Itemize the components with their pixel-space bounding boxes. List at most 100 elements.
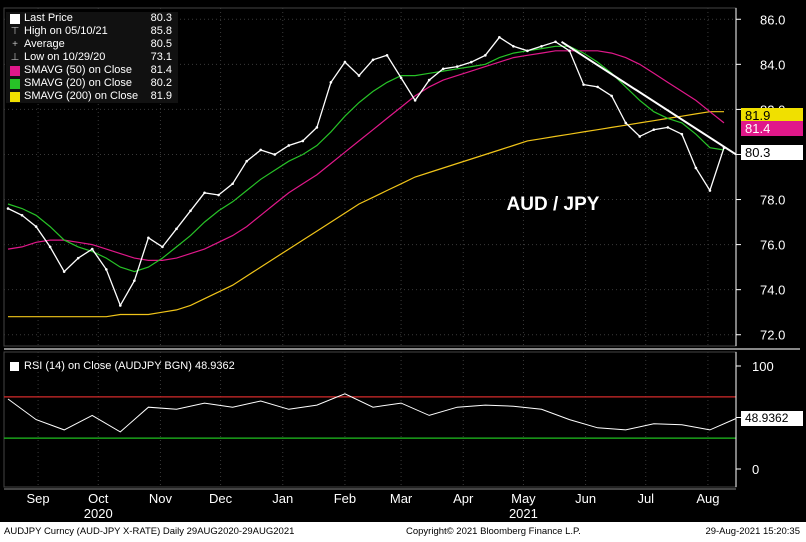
legend-item: SMAVG (50) on Close 81.4 [6,64,178,77]
price-point [343,60,347,64]
footer-ticker: AUDJPY Curncy (AUD-JPY X-RATE) Daily 29A… [4,526,295,537]
x-year-label: 2020 [84,506,113,521]
price-point [329,81,333,84]
price-tick-label: 72.0 [760,328,785,343]
price-point [231,182,234,186]
price-point [385,54,389,57]
legend-item: SMAVG (200) on Close 81.9 [6,90,178,103]
price-tag: 81.9 [741,108,803,123]
price-point [708,189,712,192]
legend-label: High on 05/10/21 [24,25,108,37]
rsi-tick-label: 0 [752,462,759,477]
legend-value: 80.2 [150,77,172,89]
price-point [638,135,642,138]
legend-label: SMAVG (200) on Close [24,90,139,102]
price-tick-label: 86.0 [760,12,785,27]
price-point [441,67,445,71]
legend-value: 85.8 [150,25,172,37]
price-tag: 81.4 [741,121,803,136]
rsi-tick-label: 100 [752,359,774,374]
price-point [217,193,220,197]
price-point [315,126,319,129]
legend-label: SMAVG (50) on Close [24,64,133,76]
price-point [189,209,192,213]
price-point [175,227,178,231]
footer-copyright: Copyright© 2021 Bloomberg Finance L.P. [406,526,581,537]
legend-value: 80.3 [150,12,172,24]
price-tick-label: 76.0 [760,238,785,253]
price-point [469,60,473,64]
rsi-legend: RSI (14) on Close (AUDJPY BGN) 48.9362 [6,360,235,372]
price-point [301,139,305,143]
price-tick-label: 74.0 [760,283,785,298]
price-point [694,166,698,170]
price-point [161,245,164,249]
x-tick-label: Apr [453,491,474,506]
legend-glyph-icon: ⊤ [10,26,20,37]
x-year-label: 2021 [509,506,538,521]
price-point [568,49,571,53]
legend-swatch [10,78,20,89]
legend-swatch [10,91,20,102]
last-price-line [7,36,725,307]
legend-label: Average [24,38,65,50]
smavg-20-on-close-line [7,45,725,273]
legend-swatch [10,13,20,24]
rsi-swatch [10,361,19,371]
price-tick-label: 84.0 [760,57,785,72]
rsi-panel-frame [3,351,737,488]
price-point [610,94,613,98]
price-point [90,247,94,251]
price-point [273,153,277,156]
legend-value: 81.9 [150,90,172,102]
price-point [512,45,515,48]
x-tick-label: Nov [149,491,173,506]
legend-value: 73.1 [150,51,172,63]
price-point [287,144,291,147]
price-point [20,214,24,217]
legend-value: 80.5 [150,38,172,50]
price-point [455,65,459,68]
legend-item: Last Price 80.3 [6,12,178,25]
price-point [498,35,501,39]
legend-item: SMAVG (20) on Close 80.2 [6,77,178,90]
x-tick-label: Sep [27,491,50,506]
legend-label: Last Price [24,12,73,24]
price-tag: 80.3 [741,145,803,160]
legend-glyph-icon: ⊥ [10,52,20,63]
chart-title: AUD / JPY [507,194,600,215]
price-point [147,236,150,240]
price-point [680,132,684,136]
rsi-line [7,393,737,433]
x-tick-label: Oct [88,491,109,506]
legend-value: 81.4 [150,64,172,76]
price-point [34,225,38,228]
legend-label: Low on 10/29/20 [24,51,106,63]
price-point [399,76,403,80]
legend-item: ⊥ Low on 10/29/20 73.1 [6,51,178,64]
x-tick-label: Aug [696,491,719,506]
price-point [48,245,52,249]
x-tick-label: Feb [334,491,356,506]
price-point [554,40,557,44]
rsi-legend-label: RSI (14) on Close (AUDJPY BGN) 48.9362 [24,360,235,372]
price-point [484,54,487,57]
price-point [666,126,670,129]
price-point [6,207,10,210]
price-point [245,159,248,163]
legend-glyph-icon: + [12,39,18,50]
x-tick-label: Jun [575,491,596,506]
legend-swatch [10,65,20,76]
x-tick-label: May [511,491,536,506]
price-point [652,128,656,131]
rsi-tag: 48.9362 [741,410,803,426]
price-point [203,191,206,195]
price-point [371,58,375,62]
x-tick-label: Mar [390,491,413,506]
x-tick-label: Jul [637,491,654,506]
price-point [540,45,543,48]
x-tick-label: Dec [209,491,233,506]
price-point [76,256,80,260]
footer-timestamp: 29-Aug-2021 15:20:35 [705,526,800,537]
chart-legend: Last Price 80.3 ⊤ High on 05/10/21 85.8 + Aver… [6,12,178,103]
